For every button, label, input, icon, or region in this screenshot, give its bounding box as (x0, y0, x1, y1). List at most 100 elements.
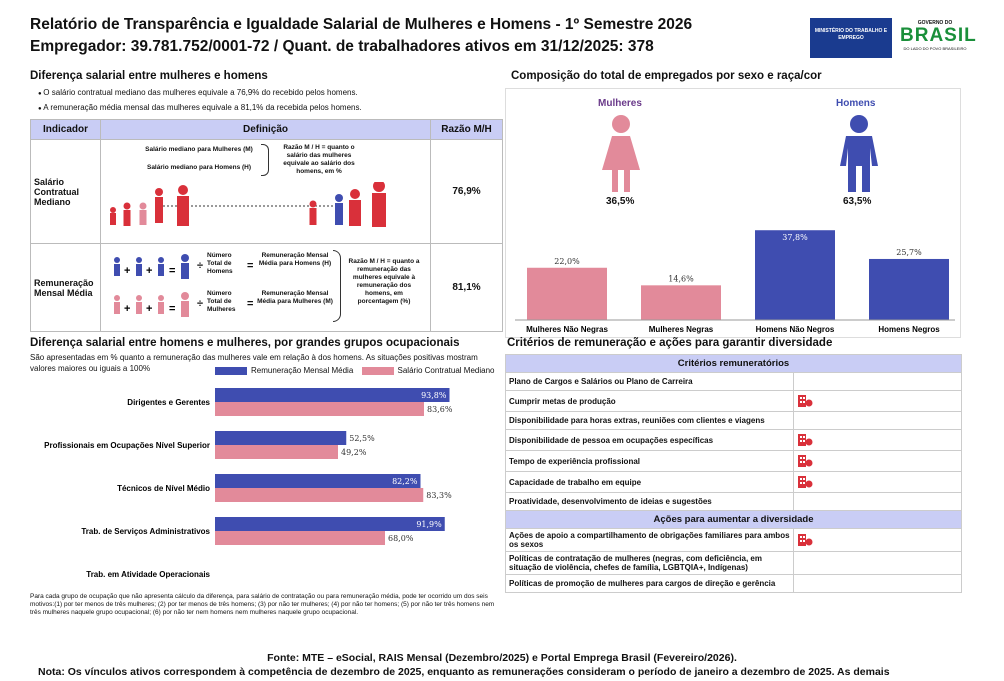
people-group-icon (110, 182, 386, 227)
composition-bar (869, 258, 949, 320)
composition-bar-label: 22,0% (554, 257, 580, 266)
composition-bar-label: 25,7% (896, 248, 922, 257)
occupation-bar-chart: Dirigentes e Gerentes 93,8% 83,6% Profissio… (44, 388, 453, 579)
occupation-category-label: Dirigentes e Gerentes (127, 398, 210, 407)
criteria-row: Disponibilidade para horas extras, reuni… (505, 411, 962, 430)
women-people-icon (139, 202, 147, 225)
row1-text-h: Salário mediano para Homens (H) (146, 164, 252, 171)
criteria-row: Políticas de contratação de mulheres (ne… (505, 551, 962, 575)
occupation-bar (215, 402, 424, 416)
woman-icon (602, 115, 640, 192)
criteria-row: Tempo de experiência profissional (505, 450, 962, 472)
criteria-label: Tempo de experiência profissional (505, 450, 794, 472)
criteria-mark (793, 429, 962, 451)
criteria-row: Disponibilidade de pessoa em ocupações e… (505, 429, 962, 451)
occupation-subtitle: São apresentadas em % quanto a remuneraç… (30, 353, 478, 373)
criteria-mark (793, 492, 962, 511)
occupation-bar-label: 52,5% (349, 434, 375, 443)
criteria-row: Proatividade, desenvolvimento de ideias … (505, 492, 962, 511)
col-indicator: Indicador (30, 119, 101, 140)
gov-logo-sub: DO LADO DO POVO BRASILEIRO (903, 46, 967, 51)
row1-ratio: 76,9% (430, 139, 503, 244)
criteria-mark (793, 528, 962, 552)
occupation-bar-label: 49,2% (341, 448, 367, 457)
composition-bar (641, 285, 721, 320)
men-pct: 63,5% (843, 196, 872, 207)
occupation-bar (215, 388, 450, 402)
criteria-row: Políticas de promoção de mulheres para c… (505, 574, 962, 593)
row2-definition: + + = + + = ÷ Número Total de Homens = Remun… (100, 243, 431, 332)
legend-remuneration: Remuneração Mensal Média (251, 366, 354, 375)
report-title: Relatório de Transparência e Igualdade S… (30, 16, 693, 33)
bullet-1: O salário contratual mediano das mulhere… (38, 88, 357, 97)
occupation-bar (215, 474, 421, 488)
composition-panel (505, 88, 961, 338)
gov-logo-main: BRASIL (900, 25, 977, 46)
occupation-category-label: Trab. em Atividade Operacionais (86, 570, 210, 579)
formula-people-icon: + + = + + = (114, 254, 189, 317)
criteria-row: Ações de apoio a compartilhamento de obr… (505, 528, 962, 552)
row1-note: Razão M / H = quanto o salário das mulhe… (283, 144, 355, 175)
women-pct: 36,5% (606, 196, 635, 207)
legend-swatch-salary (361, 366, 394, 375)
occupation-bar (215, 488, 424, 502)
company-icon (797, 534, 813, 548)
company-icon (797, 455, 813, 469)
gov-logo: GOVERNO DO BRASIL DO LADO DO POVO BRASIL… (900, 20, 977, 60)
composition-bar-chart: 22,0% Mulheres Não Negras 14,6% Mulheres Ne… (515, 230, 955, 334)
svg-text:=: = (169, 265, 175, 277)
row1-label: Salário Contratual Mediano (30, 139, 101, 244)
salary-gap-title: Diferença salarial entre mulheres e home… (30, 70, 268, 82)
footer-source: Fonte: MTE – eSocial, RAIS Mensal (Dezem… (267, 652, 737, 664)
composition-title: Composição do total de empregados por se… (511, 70, 822, 82)
company-icon (797, 476, 813, 490)
chart-footnote: Para cada grupo de ocupação que não apre… (30, 593, 495, 616)
svg-text:+: + (124, 265, 130, 277)
criteria-mark (793, 372, 962, 391)
criteria-mark (793, 551, 962, 575)
criteria-mark (793, 450, 962, 472)
criteria-label: Disponibilidade para horas extras, reuni… (505, 411, 794, 430)
divide-icon: ÷ (197, 298, 204, 310)
row2-note: Razão M / H = quanto a remuneração das m… (348, 258, 420, 305)
svg-text:+: + (124, 303, 130, 315)
equals-icon: = (247, 260, 254, 272)
chart-legend: Remuneração Mensal Média Salário Contrat… (215, 366, 494, 375)
occupation-category-label: Trab. de Serviços Administrativos (81, 527, 210, 536)
occupation-bar (215, 445, 338, 459)
bullet-2: A remuneração média mensal das mulheres … (38, 103, 361, 112)
occupation-bar-label: 91,9% (416, 520, 442, 529)
occupation-bar-label: 83,6% (427, 405, 453, 414)
criteria-label: Cumprir metas de produção (505, 390, 794, 412)
criteria-table: Critérios remuneratórios Plano de Cargos… (505, 354, 962, 593)
row1-text-m: Salário mediano para Mulheres (M) (145, 146, 253, 153)
occupation-bar-label: 93,8% (421, 391, 447, 400)
col-ratio: Razão M/H (430, 119, 503, 140)
composition-category-label: Mulheres Negras (649, 325, 714, 334)
composition-bar (755, 230, 835, 320)
criteria-mark (793, 574, 962, 593)
people-illustration (110, 182, 386, 227)
occupation-category-label: Técnicos de Nível Médio (117, 484, 210, 493)
criteria-mark (793, 390, 962, 412)
occupation-bar (215, 431, 347, 445)
composition-category-label: Homens Não Negros (756, 325, 835, 334)
occupation-bar-label: 82,2% (392, 477, 418, 486)
gov-logo-top: GOVERNO DO (917, 20, 953, 26)
occupation-title: Diferença salarial entre homens e mulher… (30, 337, 460, 349)
legend-swatch-remuneration (215, 366, 247, 375)
women-label: Mulheres (598, 98, 642, 109)
row2-res-m: Remuneração Mensal Média para Mulheres (… (257, 290, 333, 305)
row1-definition: Salário mediano para Mulheres (M) Salári… (100, 139, 431, 244)
footer-note: Nota: Os vínculos ativos correspondem à … (38, 666, 890, 678)
row2-num-h: Número Total de Homens (207, 252, 233, 275)
criteria-label: Ações de apoio a compartilhamento de obr… (505, 528, 794, 552)
row2-res-h: Remuneração Mensal Média para Homens (H) (258, 252, 332, 267)
criteria-label: Proatividade, desenvolvimento de ideias … (505, 492, 794, 511)
divide-icon: ÷ (197, 260, 204, 272)
svg-text:+: + (146, 303, 152, 315)
occupation-bar (215, 531, 385, 545)
criteria-label: Capacidade de trabalho em equipe (505, 471, 794, 493)
legend-salary: Salário Contratual Mediano (397, 366, 495, 375)
diversity-header: Ações para aumentar a diversidade (505, 510, 962, 529)
